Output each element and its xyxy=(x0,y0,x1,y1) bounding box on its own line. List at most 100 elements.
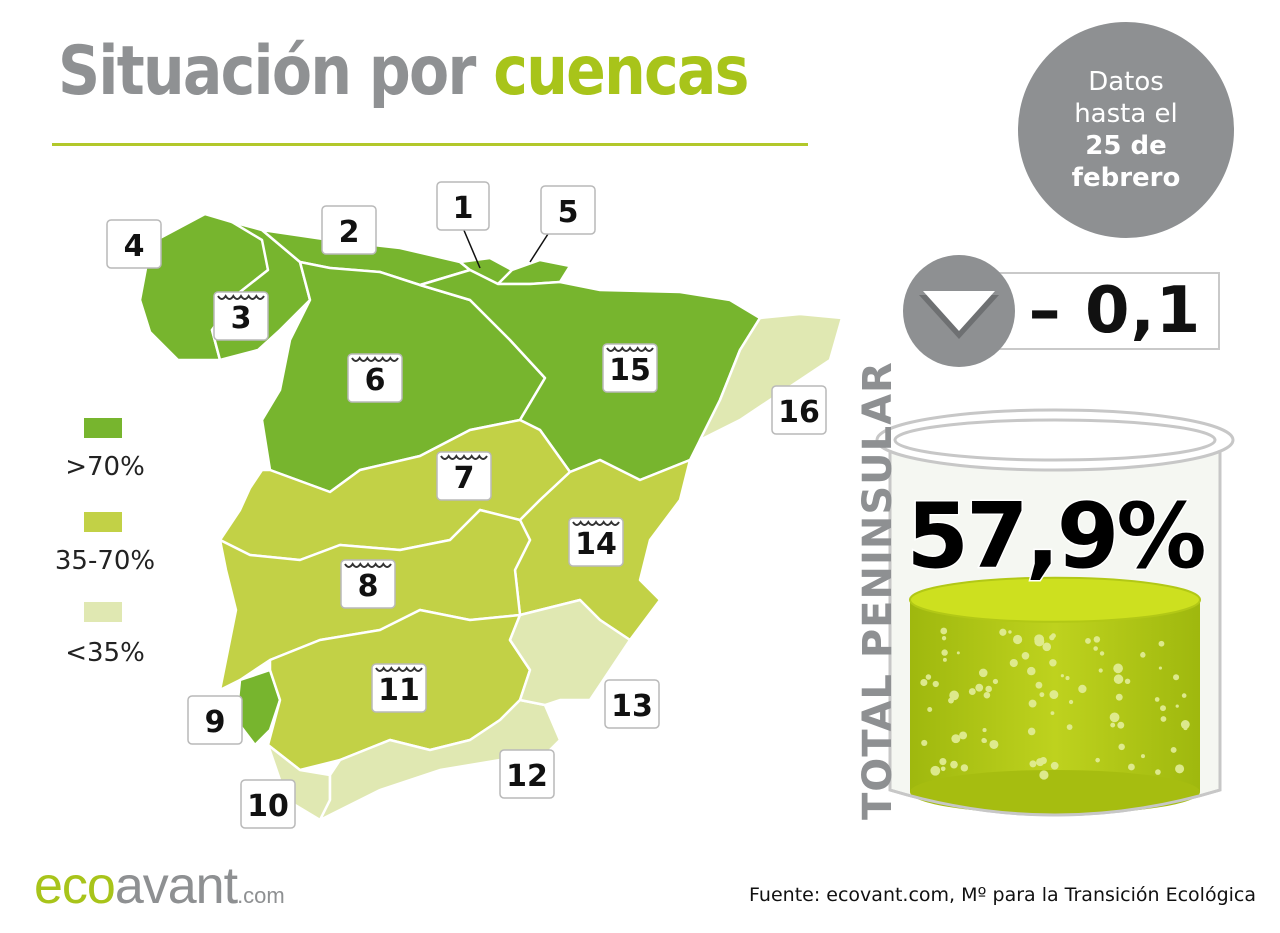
date-line-1: Datos xyxy=(1088,67,1164,97)
bubble xyxy=(1140,754,1145,759)
bubble xyxy=(978,668,988,678)
bubble xyxy=(1128,763,1135,771)
basin-label-4: 4 xyxy=(106,219,162,269)
bubble xyxy=(1039,692,1045,698)
bubble xyxy=(1021,651,1030,660)
basin-number: 13 xyxy=(611,689,653,724)
basin-number: 7 xyxy=(454,461,475,496)
bubble xyxy=(1027,666,1036,676)
basin-label-9: 9 xyxy=(187,695,243,745)
bubble xyxy=(1027,727,1036,736)
bubble xyxy=(983,691,991,699)
bubble xyxy=(1034,634,1045,645)
basin-label-13: 13 xyxy=(604,679,660,729)
bubble xyxy=(1124,678,1131,685)
water-wave-icon xyxy=(351,356,399,362)
bubble xyxy=(942,657,947,662)
bubble xyxy=(1049,690,1059,700)
bubble xyxy=(1028,699,1037,708)
basin-number: 16 xyxy=(778,395,820,430)
bubble xyxy=(940,627,948,635)
page-title: Situación por cuencas xyxy=(58,38,749,106)
leader-line-1 xyxy=(462,227,481,269)
reservoir-jar xyxy=(875,408,1235,817)
bubble xyxy=(1158,640,1165,647)
basin-number: 2 xyxy=(339,215,360,250)
basin-region-5 xyxy=(496,258,572,286)
basin-label-2: 2 xyxy=(321,205,377,255)
source-note: Fuente: ecovant.com, Mº para la Transici… xyxy=(749,884,1256,906)
bubble xyxy=(950,760,958,769)
basin-number: 3 xyxy=(231,301,252,336)
bubble xyxy=(920,678,928,687)
bubble xyxy=(1049,634,1055,641)
basin-label-14: 14 xyxy=(568,517,624,567)
bubble xyxy=(1170,747,1177,753)
bubble xyxy=(982,728,987,733)
basin-number: 1 xyxy=(453,191,474,226)
bubble xyxy=(1117,721,1125,729)
bubble xyxy=(927,707,933,712)
water-wave-icon xyxy=(375,666,423,672)
basin-label-11: 11 xyxy=(371,663,427,713)
basin-number: 15 xyxy=(609,353,651,388)
bubble xyxy=(1013,634,1023,645)
bubble xyxy=(1066,724,1073,730)
date-line-4: febrero xyxy=(1071,163,1181,193)
bubble xyxy=(1160,716,1167,722)
water-wave-icon xyxy=(344,562,392,568)
bubble xyxy=(941,636,947,641)
basin-region-13 xyxy=(508,598,632,707)
bubble xyxy=(1085,638,1091,644)
basin-label-6: 6 xyxy=(347,353,403,403)
bubble xyxy=(932,680,939,688)
bubble xyxy=(1065,676,1070,681)
bubble xyxy=(1039,770,1049,780)
change-box xyxy=(990,272,1220,350)
date-line-2: hasta el xyxy=(1074,99,1178,129)
down-arrow-icon xyxy=(903,255,1015,367)
basin-label-15: 15 xyxy=(602,343,658,393)
bubble xyxy=(1050,711,1055,716)
ecoavant-logo[interactable]: ecoavant.com xyxy=(34,856,285,916)
basin-number: 6 xyxy=(365,363,386,398)
water-wave-icon xyxy=(217,294,265,300)
bubble xyxy=(1009,658,1018,668)
bubble xyxy=(1175,704,1179,708)
bubble xyxy=(939,757,947,766)
basin-label-8: 8 xyxy=(340,559,396,609)
basin-region-16 xyxy=(698,312,844,442)
basin-label-5: 5 xyxy=(540,185,596,235)
bubble xyxy=(956,651,960,655)
bubble xyxy=(1095,757,1100,763)
bubble xyxy=(1093,646,1098,651)
basin-label-16: 16 xyxy=(771,385,827,435)
legend-swatch-mid xyxy=(84,512,122,532)
bubble xyxy=(1154,697,1160,702)
title-part-1: Situación por xyxy=(58,32,476,111)
basin-number: 5 xyxy=(558,195,579,230)
bubble xyxy=(992,678,999,685)
basin-region-12 xyxy=(318,698,562,822)
bubble xyxy=(968,688,976,696)
bubble xyxy=(1155,769,1161,775)
bubble xyxy=(948,697,954,704)
legend-label-mid: 35-70% xyxy=(54,546,156,576)
water-wave-icon xyxy=(572,520,620,526)
legend-swatch-low xyxy=(84,602,122,622)
water-wave-icon xyxy=(606,346,654,352)
logo-com: .com xyxy=(237,883,285,908)
bubble xyxy=(1180,720,1190,729)
bubble xyxy=(930,765,941,776)
bubble xyxy=(1113,663,1123,674)
bubble xyxy=(1036,758,1045,767)
bubble xyxy=(989,739,999,749)
bubble xyxy=(1042,642,1052,652)
basin-number: 11 xyxy=(378,673,420,708)
legend-swatch-high xyxy=(84,418,122,438)
bubble xyxy=(1035,681,1043,689)
bubble xyxy=(1183,726,1188,731)
bubble xyxy=(1173,674,1180,681)
basin-region-15 xyxy=(418,268,762,482)
bubble xyxy=(979,685,983,689)
